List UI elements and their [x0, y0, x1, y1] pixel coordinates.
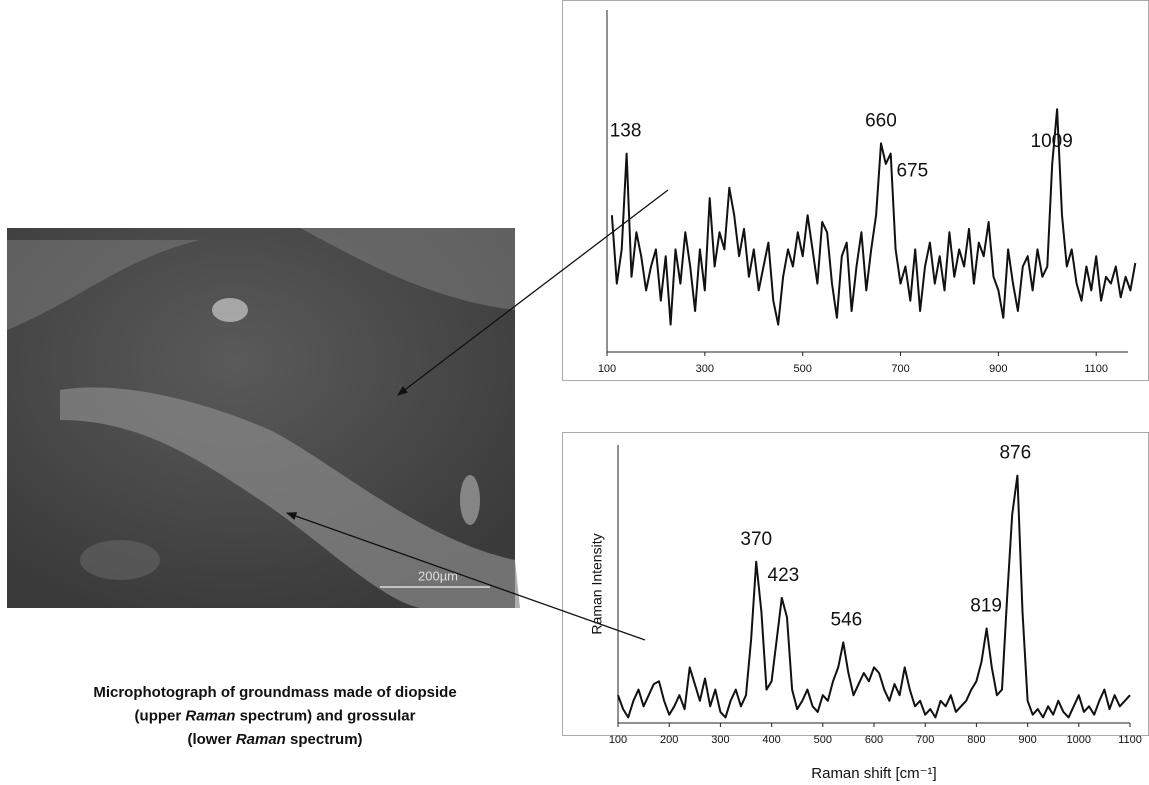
- peak-label: 138: [610, 121, 642, 142]
- y-axis-label: Raman Intensity: [589, 533, 605, 634]
- caption-part: Raman: [185, 707, 235, 724]
- x-axis-label: Raman shift [cm⁻¹]: [811, 765, 936, 782]
- arrow: [286, 512, 646, 641]
- x-tick-label: 300: [711, 734, 729, 746]
- micrograph: 200µm: [7, 228, 520, 608]
- x-tick-label: 600: [865, 734, 883, 746]
- x-tick-label: 800: [967, 734, 985, 746]
- x-tick-label: 300: [696, 363, 714, 375]
- x-tick-label: 900: [1018, 734, 1036, 746]
- x-tick-label: 200: [660, 734, 678, 746]
- caption-part: Microphotograph of groundmass made of di…: [93, 684, 456, 701]
- spectrum-line: [617, 474, 1131, 719]
- x-tick-label: 1000: [1067, 734, 1091, 746]
- peak-label: 423: [768, 565, 800, 586]
- x-tick-label: 500: [794, 363, 812, 375]
- peak-label: 876: [999, 443, 1031, 464]
- caption-part: (upper: [135, 707, 186, 724]
- x-tick-label: 700: [916, 734, 934, 746]
- peak-label: 675: [896, 161, 928, 182]
- x-tick-label: 700: [891, 363, 909, 375]
- x-tick-label: 900: [989, 363, 1007, 375]
- caption-line: (lower Raman spectrum): [187, 731, 362, 748]
- caption-part: spectrum) and grossular: [235, 707, 415, 724]
- peak-label: 1009: [1031, 131, 1073, 152]
- peak-label: 370: [740, 529, 772, 550]
- x-tick-label: 1100: [1118, 734, 1142, 746]
- caption-part: Raman: [236, 731, 286, 748]
- peak-label: 819: [970, 595, 1002, 616]
- caption-part: (lower: [187, 731, 235, 748]
- scale-label: 200µm: [418, 568, 458, 583]
- x-tick-label: 1100: [1084, 363, 1108, 375]
- x-tick-label: 400: [762, 734, 780, 746]
- caption-line: Microphotograph of groundmass made of di…: [93, 684, 456, 701]
- peak-label: 660: [865, 110, 897, 131]
- caption-part: spectrum): [286, 731, 363, 748]
- spectrum-line: [610, 108, 1137, 326]
- x-tick-label: 100: [598, 363, 616, 375]
- peak-label: 546: [831, 609, 863, 630]
- x-tick-label: 100: [609, 734, 627, 746]
- caption-line: (upper Raman spectrum) and grossular: [135, 707, 416, 724]
- x-tick-label: 500: [814, 734, 832, 746]
- caption: Microphotograph of groundmass made of di…: [93, 684, 456, 748]
